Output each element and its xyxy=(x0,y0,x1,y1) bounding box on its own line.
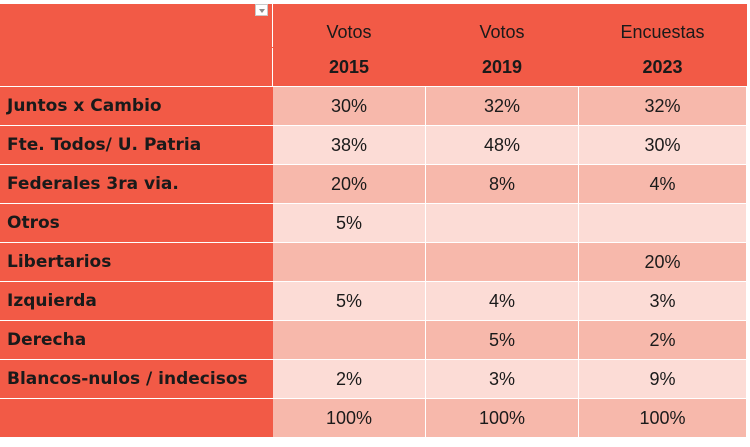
table-row: Izquierda 5% 4% 3% xyxy=(0,281,747,321)
table-cell[interactable]: 32% xyxy=(425,86,579,126)
row-label[interactable]: Izquierda xyxy=(0,281,273,321)
table-cell[interactable]: 3% xyxy=(425,359,579,399)
table-cell[interactable]: 20% xyxy=(578,242,747,282)
row-label[interactable]: Blancos-nulos / indecisos xyxy=(0,359,273,399)
row-label[interactable]: Derecha xyxy=(0,320,273,360)
row-label[interactable]: Otros xyxy=(0,203,273,243)
header-cell-1-top[interactable]: Votos xyxy=(272,4,426,48)
table-row: Derecha 5% 2% xyxy=(0,320,747,360)
header-cell-3-top[interactable]: Encuestas xyxy=(578,4,747,48)
table-cell[interactable]: 30% xyxy=(578,125,747,165)
results-table: Votos Votos Encuestas 2015 2019 2023 Jun… xyxy=(0,4,747,438)
header-cell-2-top[interactable]: Votos xyxy=(425,4,579,48)
table-cell[interactable] xyxy=(578,203,747,243)
header-row-top: Votos Votos Encuestas xyxy=(0,4,747,48)
table-cell[interactable]: 5% xyxy=(272,281,426,321)
row-label[interactable]: Juntos x Cambio xyxy=(0,86,273,126)
table-cell[interactable]: 32% xyxy=(578,86,747,126)
table-cell[interactable] xyxy=(425,203,579,243)
table-row: Federales 3ra via. 20% 8% 4% xyxy=(0,164,747,204)
header-corner-cell-lower[interactable] xyxy=(0,47,273,87)
table-cell[interactable]: 8% xyxy=(425,164,579,204)
table-cell[interactable]: 38% xyxy=(272,125,426,165)
total-cell[interactable]: 100% xyxy=(425,398,579,438)
table-cell[interactable] xyxy=(272,242,426,282)
spreadsheet-table-container: Votos Votos Encuestas 2015 2019 2023 Jun… xyxy=(0,4,747,438)
filter-dropdown-icon[interactable] xyxy=(255,4,268,16)
table-cell[interactable]: 30% xyxy=(272,86,426,126)
table-cell[interactable] xyxy=(272,320,426,360)
table-cell[interactable]: 2% xyxy=(272,359,426,399)
table-row: Juntos x Cambio 30% 32% 32% xyxy=(0,86,747,126)
table-row: Fte. Todos/ U. Patria 38% 48% 30% xyxy=(0,125,747,165)
row-label[interactable] xyxy=(0,398,273,438)
table-row: Blancos-nulos / indecisos 2% 3% 9% xyxy=(0,359,747,399)
table-cell[interactable]: 4% xyxy=(578,164,747,204)
table-row: Otros 5% xyxy=(0,203,747,243)
table-cell[interactable]: 5% xyxy=(272,203,426,243)
header-cell-3-bottom[interactable]: 2023 xyxy=(578,47,747,87)
table-cell[interactable] xyxy=(425,242,579,282)
row-label[interactable]: Fte. Todos/ U. Patria xyxy=(0,125,273,165)
table-cell[interactable]: 4% xyxy=(425,281,579,321)
table-row: Libertarios 20% xyxy=(0,242,747,282)
table-cell[interactable]: 3% xyxy=(578,281,747,321)
table-cell[interactable]: 48% xyxy=(425,125,579,165)
header-cell-2-bottom[interactable]: 2019 xyxy=(425,47,579,87)
table-cell[interactable]: 5% xyxy=(425,320,579,360)
header-row-bottom: 2015 2019 2023 xyxy=(0,47,747,87)
table-cell[interactable]: 9% xyxy=(578,359,747,399)
table-cell[interactable]: 2% xyxy=(578,320,747,360)
total-cell[interactable]: 100% xyxy=(272,398,426,438)
row-label[interactable]: Libertarios xyxy=(0,242,273,282)
total-cell[interactable]: 100% xyxy=(578,398,747,438)
row-label[interactable]: Federales 3ra via. xyxy=(0,164,273,204)
header-cell-1-bottom[interactable]: 2015 xyxy=(272,47,426,87)
header-corner-cell[interactable] xyxy=(0,4,273,48)
total-row: 100% 100% 100% xyxy=(0,398,747,438)
table-cell[interactable]: 20% xyxy=(272,164,426,204)
